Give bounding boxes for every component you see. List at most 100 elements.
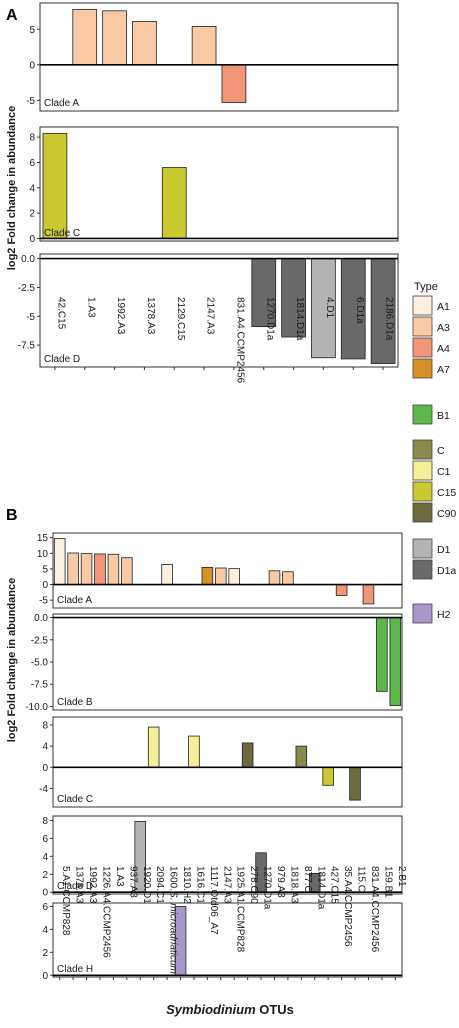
panel-b-clade-b-frame: [52, 613, 403, 711]
bar-1925-A1-CCMP828: [228, 568, 240, 585]
bar-1378-A3: [132, 21, 157, 66]
bar-2129-C15: [161, 167, 187, 239]
x-tick-label-427-C15: 427.C15: [329, 866, 340, 904]
bar-2147-A3: [215, 567, 227, 585]
panel-b-y-axis-label: log2 Fold change in abundance: [6, 578, 18, 742]
panel-b-clade-c-label: Clade C: [57, 794, 93, 805]
y-tick-label: -5: [26, 96, 35, 107]
x-tick-label-2147-A3: 2147.A3: [221, 866, 232, 904]
panel-b-clade-b: 0.0 -2.5 -5.0 -7.5 -10.0 Clade B: [25, 613, 403, 713]
bar-2-B1: [389, 617, 402, 706]
y-tick-label: 8: [42, 720, 48, 731]
bar-1378-A3: [67, 552, 79, 585]
x-tick-label-1378-A3: 1378.A3: [145, 297, 156, 335]
x-tick-label-831-A4-CCMP2456: 831.A4.CCMP2456: [369, 866, 380, 953]
x-tick-label-1-A3: 1.A3: [85, 297, 96, 318]
x-tick-label-1117-Otd06-A7: 1117.Otd06_A7: [208, 866, 219, 935]
legend-swatch: [412, 460, 433, 481]
y-tick-label: 8: [29, 133, 35, 144]
legend-item-c15: C15: [412, 481, 456, 502]
x-tick-label-2186-D1a: 2186.D1a: [384, 297, 395, 341]
x-tick-label-937-A3: 937.A3: [127, 866, 138, 898]
x-tick-label-2147-A3: 2147.A3: [205, 297, 216, 335]
panel-b-clade-d-label: Clade D: [57, 881, 93, 892]
x-tick-label-1378-A3: 1378.A3: [74, 866, 85, 904]
y-tick-label: 15: [37, 533, 49, 544]
bar-1-A3: [107, 553, 120, 585]
legend-swatch: [412, 316, 433, 337]
panel-b-clade-c: 8 4 0 -4 Clade C: [39, 716, 403, 808]
panel-b-letter: B: [6, 507, 18, 524]
y-tick-label: -4: [39, 784, 48, 795]
y-tick-label: -5: [39, 596, 48, 607]
x-tick-label-278-C90: 278.C90: [248, 866, 259, 904]
legend-item-d1: D1: [412, 538, 451, 559]
bar-831-A4-CCMP2456: [221, 64, 247, 103]
legend-label: D1a: [437, 565, 456, 577]
x-tick-label-1270-D1a: 1270.D1a: [264, 297, 275, 341]
y-tick-label: 5: [42, 564, 48, 575]
y-tick-label: 6: [42, 834, 48, 845]
legend-label: C: [437, 445, 445, 457]
y-tick-label: -5: [26, 312, 35, 323]
x-tick-label-2094-C1: 2094.C1: [154, 866, 165, 904]
y-tick-label: 10: [37, 549, 49, 560]
y-tick-label: 4: [29, 183, 35, 194]
y-tick-label: 2: [42, 948, 48, 959]
bar-5-A1-CCMP828: [53, 538, 66, 585]
legend-label: A7: [437, 364, 450, 376]
y-tick-label: 2: [29, 209, 35, 220]
bar-937-A3: [121, 557, 133, 585]
legend-item-c1: C1: [412, 460, 451, 481]
y-tick-label: 0.0: [21, 254, 35, 265]
x-axis-title-rest: OTUs: [256, 1002, 294, 1017]
x-tick-label-1920-D1: 1920.D1: [141, 866, 152, 904]
bar-42-C15: [42, 132, 68, 239]
x-tick-label-1616-C1: 1616.C1: [194, 866, 205, 904]
x-tick-label-1814-D1a: 1814.D1a: [315, 866, 326, 910]
legend-swatch: [412, 538, 433, 559]
bar-427-C15: [322, 766, 334, 786]
y-tick-label: 0: [29, 234, 35, 245]
legend-item-a7: A7: [412, 358, 450, 379]
legend-item-a1: A1: [412, 295, 450, 316]
y-tick-label: 6: [42, 902, 48, 913]
bar-1600-S-microadriaticum: [161, 564, 173, 585]
legend-swatch: [412, 404, 433, 425]
y-tick-label: -7.5: [31, 680, 49, 691]
panel-b-clade-a-label: Clade A: [57, 595, 92, 606]
x-tick-label-1992-A3: 1992.A3: [115, 297, 126, 335]
bar-877-C: [295, 745, 308, 768]
y-tick-label: 0: [42, 580, 48, 591]
bar-1117-Otd06-A7: [201, 566, 214, 585]
y-tick-label: 0.0: [34, 613, 48, 624]
x-tick-label-831-A4-CCMP2456: 831.A4.CCMP2456: [234, 297, 245, 384]
x-tick-label-877-C: 877.C: [302, 866, 313, 893]
x-axis-title: Symbiodinium OTUs: [166, 1002, 294, 1017]
legend-label: H2: [437, 609, 451, 621]
legend-item-c90: C90: [412, 502, 456, 523]
x-tick-label-42-C15: 42.C15: [55, 297, 66, 330]
panel-a-clade-a: -5 0 5 Clade A: [26, 2, 399, 112]
legend-label: C90: [437, 508, 456, 520]
x-tick-label-6-D1a: 6.D1a: [354, 297, 365, 324]
legend-item-a4: A4: [412, 337, 450, 358]
bar-831-A4-CCMP2456: [362, 584, 375, 605]
legend-swatch: [412, 358, 433, 379]
legend-swatch: [412, 337, 433, 358]
y-tick-label: 0: [42, 888, 48, 899]
panel-b-clade-b-label: Clade B: [57, 697, 93, 708]
panel-a-clade-d-label: Clade D: [44, 354, 80, 365]
panel-a-clade-c-label: Clade C: [44, 228, 80, 239]
panel-b-clade-d-frame: [52, 815, 403, 895]
x-tick-label-1814-D1a: 1814.D1a: [294, 297, 305, 341]
y-tick-label: 2: [42, 870, 48, 881]
x-tick-label-1992-A3: 1992.A3: [87, 866, 98, 904]
legend-item-d1a: D1a: [412, 559, 456, 580]
bar-1616-C1: [188, 735, 200, 768]
bar-1992-A3: [102, 10, 127, 66]
y-tick-label: -2.5: [31, 635, 49, 646]
legend-title: Type: [414, 281, 438, 293]
bar-979-A3: [268, 570, 281, 585]
